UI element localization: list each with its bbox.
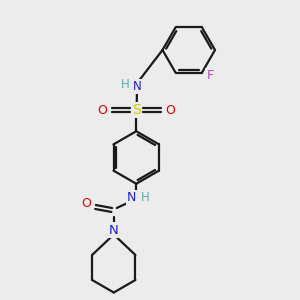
Text: F: F — [206, 69, 213, 82]
Text: N: N — [133, 80, 142, 93]
Text: O: O — [98, 103, 107, 116]
Text: N: N — [127, 191, 136, 204]
Text: H: H — [121, 79, 129, 92]
Text: O: O — [165, 103, 175, 116]
Text: O: O — [81, 197, 91, 210]
Text: N: N — [109, 224, 118, 236]
Text: H: H — [141, 191, 150, 204]
Text: S: S — [132, 103, 141, 117]
